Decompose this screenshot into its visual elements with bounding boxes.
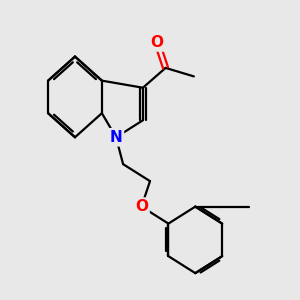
Text: O: O — [135, 199, 148, 214]
Text: O: O — [151, 35, 164, 50]
Text: N: N — [110, 130, 122, 145]
